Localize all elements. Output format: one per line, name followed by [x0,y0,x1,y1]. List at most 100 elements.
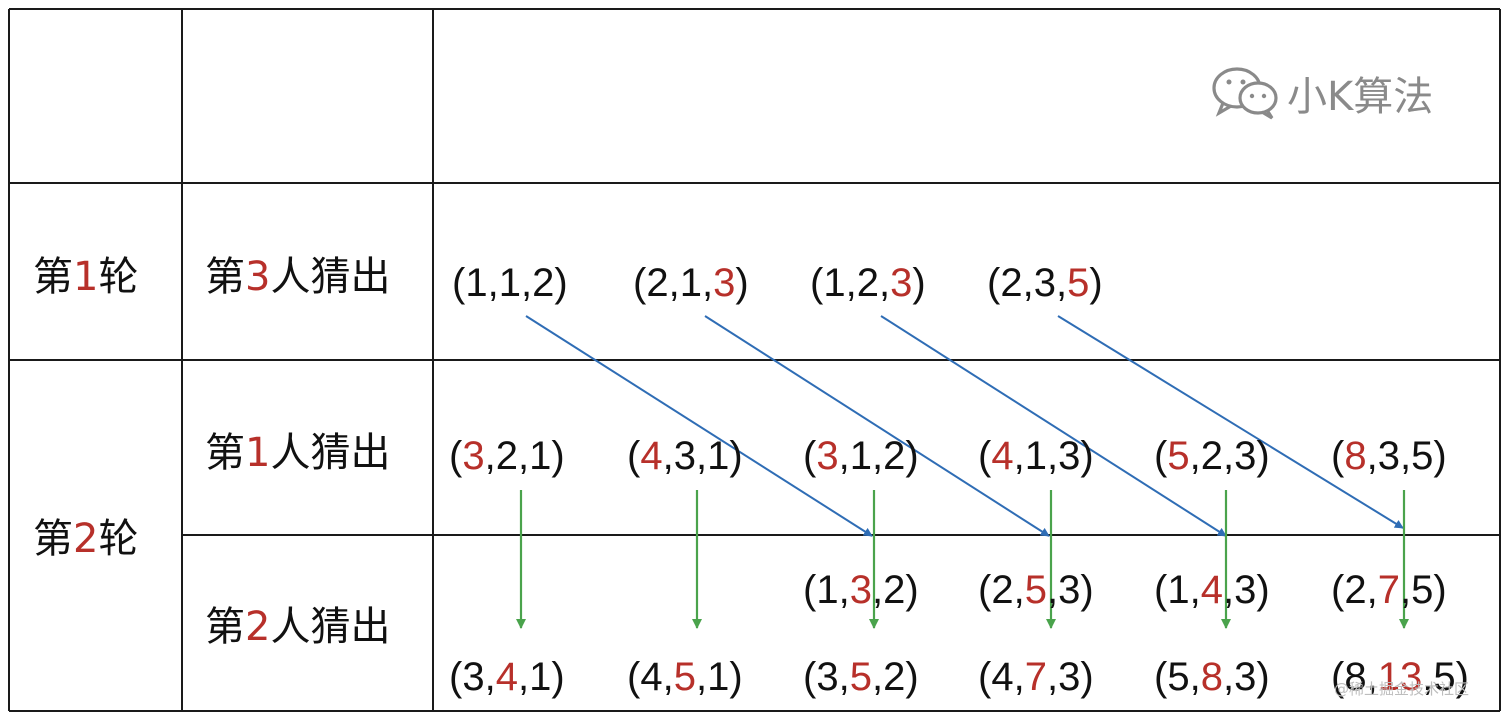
round-2-guess-2-upper-tuple-3: (1,4,3) [1154,568,1270,612]
tuple-value: 1 [816,568,838,612]
tuple-value: 7 [1378,568,1400,612]
tuple-value: 4 [1201,568,1223,612]
wechat-icon [1212,67,1278,120]
tuple-value: 3 [1058,655,1080,699]
round-2-guesser-2-label-post: 人猜出 [270,604,390,650]
round-1-guess-3-tuple-3: (1,2,3) [810,261,926,305]
tuple-value: 1 [1167,568,1189,612]
tuple-value: 3 [1058,568,1080,612]
tuple-value: 2 [1344,568,1366,612]
round-2-guesser-2-label-pre: 第 [205,604,245,650]
tuple-value: 1 [680,261,702,305]
round-2-guesser-1-label-num: 1 [245,430,270,476]
round-2-label-pre: 第 [33,516,73,562]
tuple-value: 4 [640,434,662,478]
previous-term-arrow-3 [880,315,1227,537]
round-2-guesser-1-label: 第1人猜出 [205,430,390,476]
round-2-guess-2-lower-tuple-5: (5,8,3) [1154,655,1270,699]
table-grid [8,8,1501,712]
tuples: (1,1,2) (2,1,3) (1,2,3) (2,3,5) (3,2,1) (4,3,… [449,261,1469,699]
round-1-guesser-3-label-post: 人猜出 [270,254,390,300]
tuple-value: 2 [883,434,905,478]
tuple-value: 4 [991,655,1013,699]
round-1-label-post: 轮 [98,254,138,300]
tuple-value: 1 [707,434,729,478]
watermark: @稀土掘金技术社区 [1334,680,1469,698]
round-1-guesser-3-label: 第3人猜出 [205,254,390,300]
round-1-guesser-3-label-num: 3 [245,254,270,300]
tuple-value: 13 [1378,655,1423,699]
previous-term-arrow-1 [525,315,873,537]
tuple-value: 3 [1234,655,1256,699]
tuple-value: 3 [1378,434,1400,478]
arrows [516,315,1409,629]
tuple-value: 2 [496,434,518,478]
round-2-guesser-1-label-pre: 第 [205,430,245,476]
tuple-value: 2 [646,261,668,305]
round-2-guesser-2-label-num: 2 [245,604,270,650]
round-2-guess-1-tuple-3: (3,1,2) [803,434,919,478]
tuple-value: 2 [532,261,554,305]
round-2-label-num: 2 [73,516,98,562]
round-2-guess-2-upper-tuple-1: (1,3,2) [803,568,919,612]
tuple-value: 1 [529,655,551,699]
round-2-label-post: 轮 [98,516,138,562]
round-2-guesser-2-label: 第2人猜出 [205,604,390,650]
previous-term-arrow-2 [704,315,1050,537]
round-2-guess-2-lower-tuple-1: (3,4,1) [449,655,565,699]
tuple-value: 3 [1234,568,1256,612]
tuple-value: 3 [1234,434,1256,478]
round-2-guess-1-tuple-6: (8,3,5) [1331,434,1447,478]
tuple-value: 4 [991,434,1013,478]
round-2-guess-2-lower-tuple-4: (4,7,3) [978,655,1094,699]
tuple-value: 5 [1067,261,1089,305]
tuple-value: 2 [857,261,879,305]
round-1-guess-3-tuple-4: (2,3,5) [987,261,1103,305]
tuple-value: 3 [850,568,872,612]
tuple-value: 5 [1411,434,1433,478]
tuple-value: 5 [1167,434,1189,478]
tuple-value: 1 [465,261,487,305]
tuple-value: 3 [816,655,838,699]
tuple-value: 3 [816,434,838,478]
tuple-value: 5 [674,655,696,699]
tuple-value: 3 [462,655,484,699]
brand-name: 小K算法 [1287,74,1433,120]
tuple-value: 7 [1025,655,1047,699]
tuple-value: 8 [1201,655,1223,699]
round-2-guess-2-upper-tuple-2: (2,5,3) [978,568,1094,612]
tuple-value: 8 [1344,655,1366,699]
round-2-guess-1-tuple-5: (5,2,3) [1154,434,1270,478]
tuple-value: 1 [1025,434,1047,478]
tuple-value: 5 [1025,568,1047,612]
round-2-guess-1-tuple-1: (3,2,1) [449,434,565,478]
tuple-value: 3 [1034,261,1056,305]
tuple-value: 3 [674,434,696,478]
tuple-value: 5 [1167,655,1189,699]
round-2-guess-2-upper-tuple-4: (2,7,5) [1331,568,1447,612]
brand: 小K算法 [1212,67,1433,120]
round-1-guess-3-tuple-1: (1,1,2) [452,261,568,305]
tuple-value: 5 [1433,655,1455,699]
tuple-value: 2 [883,655,905,699]
tuple-value: 3 [713,261,735,305]
tuple-value: 1 [850,434,872,478]
round-2-guess-1-tuple-2: (4,3,1) [627,434,743,478]
tuple-value: 1 [707,655,729,699]
tuple-value: 5 [1411,568,1433,612]
round-1-label-pre: 第 [33,254,73,300]
tuple-value: 3 [890,261,912,305]
tuple-value: 1 [823,261,845,305]
tuple-value: 3 [1058,434,1080,478]
round-2-guess-2-lower-tuple-3: (3,5,2) [803,655,919,699]
tuple-value: 4 [640,655,662,699]
tuple-value: 2 [991,568,1013,612]
previous-term-arrow-4 [1057,315,1404,529]
tuple-value: 3 [462,434,484,478]
tuple-value: 2 [1000,261,1022,305]
tuple-value: 2 [1201,434,1223,478]
tuple-value: 5 [850,655,872,699]
round-2-guess-1-tuple-4: (4,1,3) [978,434,1094,478]
round-2-label: 第2轮 [33,516,138,562]
